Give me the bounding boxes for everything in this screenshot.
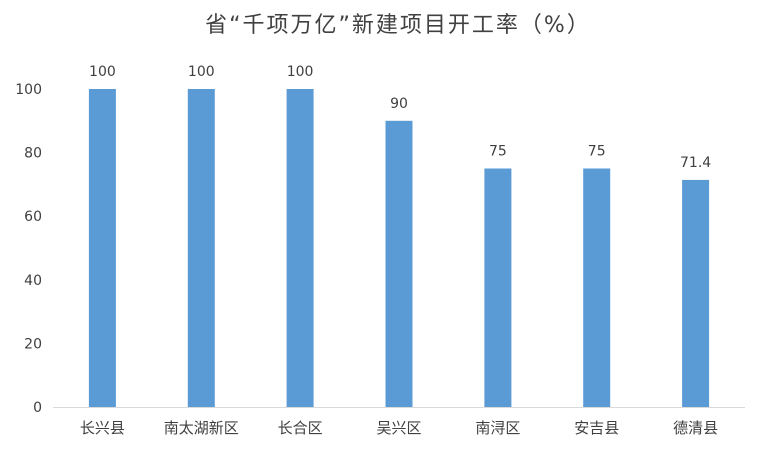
category-label: 长兴县 <box>80 419 125 437</box>
y-tick-label: 0 <box>33 400 42 416</box>
data-label: 100 <box>287 64 314 80</box>
bar <box>583 168 611 407</box>
chart-title: 省“千项万亿”新建项目开工率（%） <box>205 13 591 38</box>
y-tick-label: 40 <box>24 273 42 289</box>
data-label: 100 <box>188 64 215 80</box>
bar <box>682 179 710 407</box>
y-tick-label: 60 <box>24 209 42 225</box>
bar <box>385 120 413 408</box>
data-label: 71.4 <box>680 155 711 171</box>
x-axis: 长兴县 南太湖新区 长合区 吴兴区 南浔区 安吉县 德清县 <box>53 407 745 437</box>
category-label: 南太湖新区 <box>164 419 239 437</box>
y-axis: 0 20 40 60 80 100 <box>15 82 42 416</box>
category-label: 安吉县 <box>574 419 619 437</box>
category-label: 长合区 <box>278 419 323 437</box>
data-labels: 100 100 100 90 75 75 71.4 <box>89 64 711 171</box>
bar <box>286 89 314 407</box>
bar <box>484 168 512 407</box>
category-label: 德清县 <box>673 419 718 437</box>
data-label: 90 <box>390 96 408 112</box>
bar <box>88 89 116 407</box>
bar-series <box>88 89 710 408</box>
category-label: 南浔区 <box>475 419 520 437</box>
y-tick-label: 20 <box>24 336 42 352</box>
data-label: 100 <box>89 64 116 80</box>
y-tick-label: 80 <box>24 146 42 162</box>
data-label: 75 <box>489 144 507 160</box>
data-label: 75 <box>588 144 606 160</box>
category-label: 吴兴区 <box>376 419 421 437</box>
y-tick-label: 100 <box>15 82 42 98</box>
bar <box>187 89 215 407</box>
